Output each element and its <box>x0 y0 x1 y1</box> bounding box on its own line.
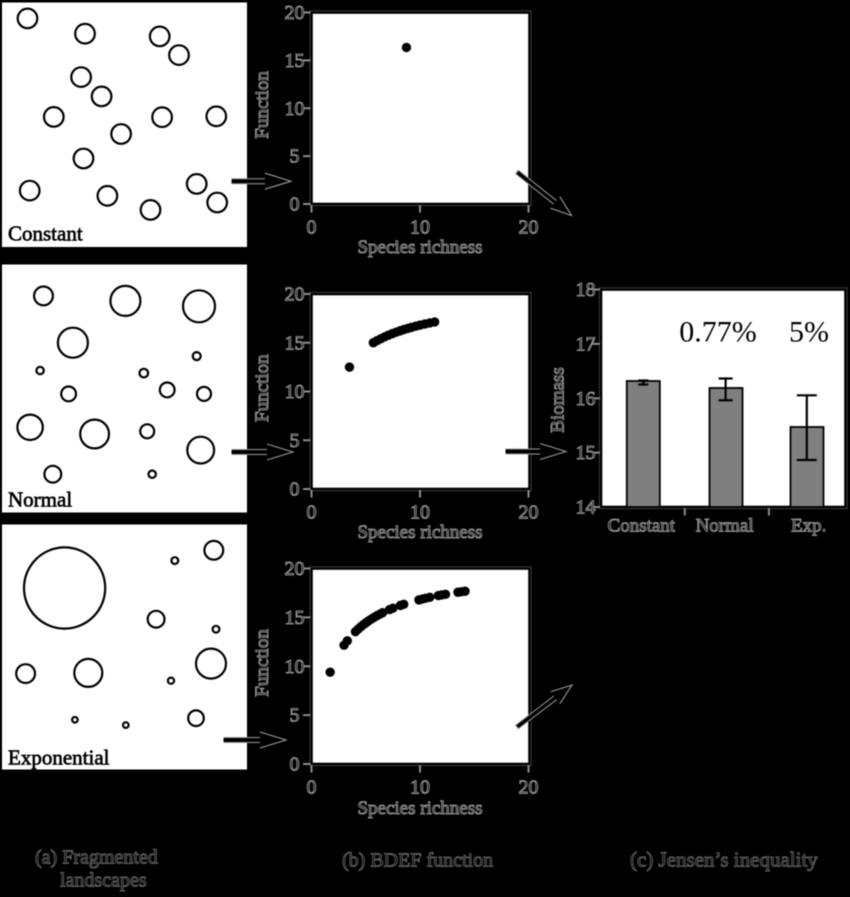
svg-text:Biomass: Biomass <box>548 367 569 432</box>
svg-text:10: 10 <box>410 777 430 799</box>
svg-text:0: 0 <box>290 194 300 216</box>
svg-text:15: 15 <box>576 442 596 464</box>
svg-text:Normal: Normal <box>696 516 754 537</box>
svg-text:10: 10 <box>410 217 430 239</box>
svg-text:20: 20 <box>285 558 305 580</box>
svg-text:0: 0 <box>290 479 300 501</box>
svg-text:20: 20 <box>519 502 539 524</box>
svg-text:15: 15 <box>285 50 305 72</box>
svg-text:Function: Function <box>252 71 273 139</box>
svg-text:20: 20 <box>519 777 539 799</box>
svg-text:Species richness: Species richness <box>357 522 482 543</box>
svg-text:10: 10 <box>410 502 430 524</box>
svg-text:0.77%: 0.77% <box>679 316 757 349</box>
svg-text:0: 0 <box>307 502 317 524</box>
svg-text:Function: Function <box>252 629 273 697</box>
svg-text:Species richness: Species richness <box>357 798 482 819</box>
svg-text:5%: 5% <box>789 316 829 349</box>
svg-text:Function: Function <box>252 354 273 422</box>
svg-text:Exp.: Exp. <box>791 516 826 537</box>
svg-text:Constant: Constant <box>608 516 676 537</box>
svg-text:20: 20 <box>285 284 305 306</box>
svg-text:0: 0 <box>290 754 300 776</box>
svg-text:10: 10 <box>285 381 305 403</box>
svg-text:0: 0 <box>307 217 317 239</box>
svg-text:10: 10 <box>285 656 305 678</box>
svg-text:Exponential: Exponential <box>8 746 110 770</box>
svg-text:10: 10 <box>285 98 305 120</box>
svg-text:17: 17 <box>576 333 596 355</box>
svg-text:20: 20 <box>285 2 305 24</box>
svg-text:5: 5 <box>290 430 300 452</box>
svg-text:18: 18 <box>576 279 596 301</box>
svg-text:0: 0 <box>307 777 317 799</box>
svg-text:(a) Fragmented: (a) Fragmented <box>35 847 158 869</box>
svg-text:15: 15 <box>285 332 305 354</box>
svg-text:landscapes: landscapes <box>60 870 147 892</box>
svg-text:5: 5 <box>290 705 300 727</box>
svg-text:15: 15 <box>285 607 305 629</box>
svg-text:Species richness: Species richness <box>357 237 482 258</box>
svg-text:16: 16 <box>576 388 596 410</box>
svg-text:(b) BDEF function: (b) BDEF function <box>342 850 493 872</box>
svg-text:Constant: Constant <box>8 222 83 246</box>
svg-text:Normal: Normal <box>8 488 72 512</box>
svg-text:14: 14 <box>576 497 596 519</box>
svg-text:5: 5 <box>290 146 300 168</box>
svg-text:20: 20 <box>519 217 539 239</box>
svg-text:(c) Jensen’s inequality: (c) Jensen’s inequality <box>630 848 818 872</box>
